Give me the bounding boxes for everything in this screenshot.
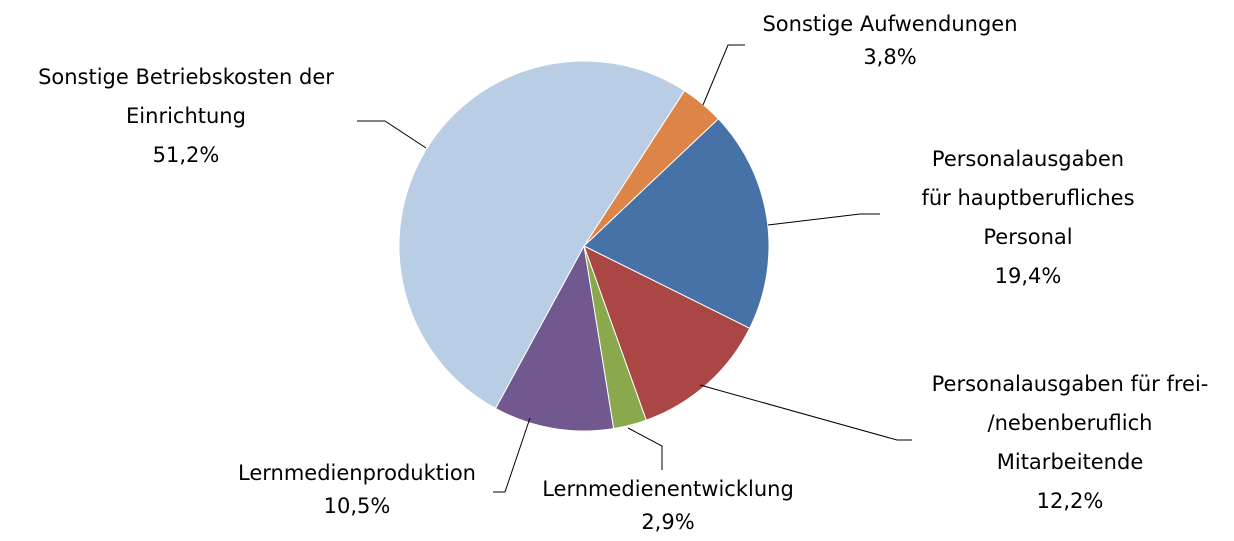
pie-slice	[398, 60, 686, 410]
slice-label: Sonstige Aufwendungen	[762, 12, 1017, 36]
slice-label: /nebenberuflich	[988, 411, 1153, 435]
leader-line	[767, 213, 880, 226]
slice-label: Lernmedienentwicklung	[542, 477, 794, 501]
slice-label: Personal	[983, 225, 1072, 249]
slice-label: Sonstige Betriebskosten der	[38, 65, 334, 89]
slice-label: Personalausgaben	[932, 147, 1124, 171]
leader-line	[699, 384, 912, 441]
value-label: 2,9%	[641, 510, 694, 534]
leader-line	[702, 44, 745, 106]
pie-slice	[583, 245, 751, 421]
leader-line	[627, 427, 663, 470]
slice-label: Einrichtung	[126, 104, 246, 128]
value-label: 12,2%	[1037, 489, 1104, 513]
pie-slice	[583, 118, 770, 329]
slice-label: Mitarbeitende	[997, 450, 1144, 474]
value-label: 19,4%	[995, 264, 1062, 288]
slice-label: Lernmedienproduktion	[238, 461, 476, 485]
pie-slice	[494, 244, 615, 432]
slice-label: für hauptberufliches	[921, 186, 1134, 210]
leader-line	[493, 417, 531, 493]
value-label: 3,8%	[863, 45, 916, 69]
slice-label: Personalausgaben für frei-	[932, 372, 1209, 396]
leader-line	[357, 120, 427, 149]
value-label: 51,2%	[153, 143, 220, 167]
value-label: 10,5%	[324, 494, 391, 518]
